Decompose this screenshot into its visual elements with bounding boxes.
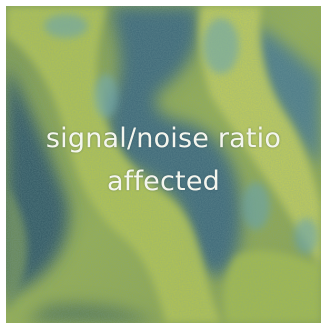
caption-line-2: affected	[107, 166, 220, 197]
micrograph-graphic	[6, 6, 321, 323]
noise-overlay	[6, 6, 321, 323]
caption-line-1: signal/noise ratio	[45, 123, 282, 154]
caption-overlay: signal/noise ratio affected	[6, 117, 321, 203]
micrograph-image	[6, 6, 321, 323]
